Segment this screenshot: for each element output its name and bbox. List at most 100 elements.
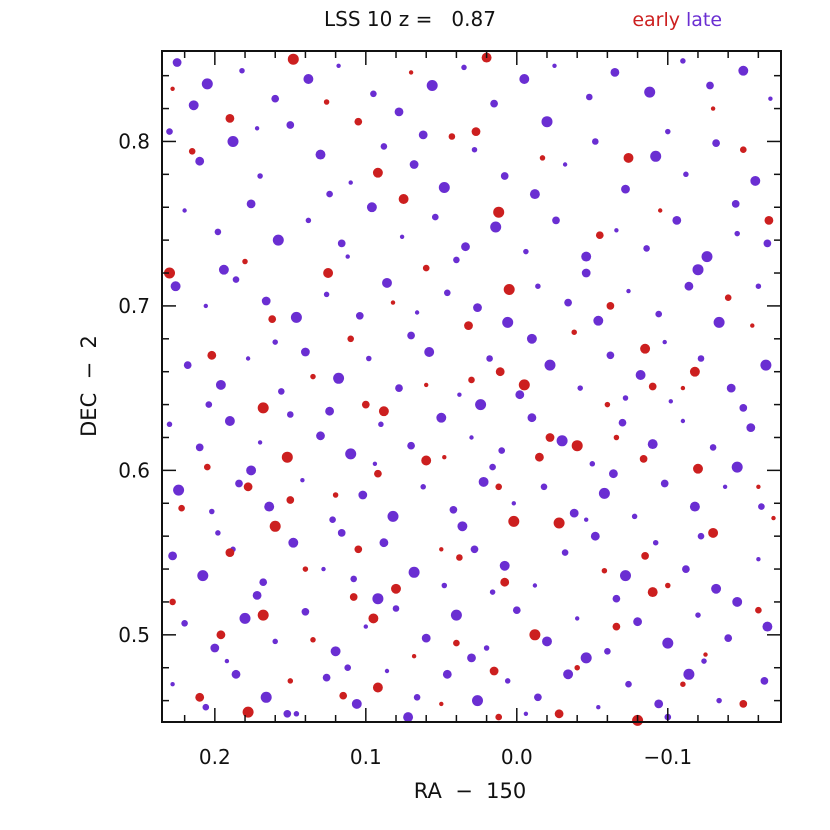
- early-point: [710, 106, 716, 111]
- early-point: [287, 678, 294, 684]
- late-point: [618, 418, 627, 427]
- late-point: [407, 441, 415, 450]
- early-point: [708, 527, 719, 538]
- early-point: [553, 517, 565, 529]
- late-point: [438, 182, 450, 193]
- early-point: [204, 463, 211, 471]
- late-point: [556, 435, 568, 447]
- early-point: [398, 194, 409, 204]
- late-point: [563, 669, 574, 680]
- late-point: [384, 668, 390, 674]
- late-point: [387, 510, 399, 522]
- late-point: [245, 356, 251, 361]
- early-point: [613, 434, 620, 441]
- early-point: [421, 455, 432, 466]
- late-point: [504, 678, 511, 684]
- early-point: [595, 231, 604, 240]
- late-point: [593, 315, 604, 326]
- early-point: [281, 451, 293, 463]
- late-point: [197, 570, 209, 582]
- late-point: [407, 331, 415, 340]
- late-point: [750, 175, 761, 186]
- late-point: [344, 664, 352, 671]
- early-point: [243, 482, 253, 492]
- late-point: [722, 484, 728, 489]
- late-point: [218, 264, 229, 275]
- late-point: [523, 248, 529, 255]
- late-point: [355, 311, 364, 320]
- late-point: [272, 234, 284, 246]
- late-point: [596, 705, 601, 710]
- early-point: [554, 709, 564, 719]
- late-point: [631, 513, 638, 520]
- early-point: [339, 691, 348, 700]
- early-point: [539, 155, 546, 161]
- late-point: [489, 589, 496, 595]
- late-point: [286, 121, 295, 129]
- late-point: [322, 673, 331, 682]
- late-point: [363, 624, 368, 629]
- late-point: [561, 549, 569, 556]
- late-point: [210, 643, 220, 653]
- early-point: [468, 376, 475, 384]
- early-point: [207, 350, 217, 360]
- late-point: [726, 383, 736, 393]
- late-point: [541, 116, 553, 128]
- late-point: [170, 281, 181, 292]
- early-point: [508, 515, 520, 527]
- late-point: [738, 65, 749, 76]
- early-point: [623, 152, 634, 163]
- early-point: [453, 639, 460, 647]
- late-point: [542, 636, 552, 647]
- late-point: [457, 521, 468, 532]
- late-point: [461, 242, 470, 252]
- late-point: [763, 239, 772, 248]
- early-point: [372, 167, 383, 178]
- early-point: [268, 315, 277, 323]
- late-point: [421, 633, 431, 643]
- late-point: [652, 539, 659, 546]
- plot-frame: [161, 50, 782, 723]
- early-point: [724, 294, 732, 302]
- early-point: [368, 613, 379, 624]
- late-point: [348, 180, 353, 185]
- late-point: [457, 392, 462, 397]
- early-point: [354, 545, 363, 554]
- early-point: [323, 99, 330, 105]
- late-point: [337, 529, 346, 537]
- late-point: [606, 351, 615, 360]
- late-point: [644, 86, 656, 98]
- late-point: [660, 479, 669, 488]
- late-point: [271, 94, 280, 103]
- late-point: [523, 711, 529, 716]
- late-point: [278, 388, 285, 395]
- late-point: [478, 476, 489, 487]
- late-point: [293, 711, 300, 717]
- late-point: [351, 698, 362, 709]
- late-point: [581, 251, 592, 262]
- late-point: [372, 593, 384, 605]
- late-point: [287, 411, 294, 418]
- early-point: [693, 463, 703, 474]
- late-point: [382, 277, 392, 288]
- early-point: [391, 583, 401, 594]
- early-point: [257, 402, 269, 414]
- axis-ticks: [162, 51, 781, 722]
- late-point: [584, 517, 589, 522]
- late-point: [441, 582, 448, 589]
- late-point: [290, 311, 302, 323]
- late-point: [716, 697, 722, 704]
- late-point: [315, 149, 326, 160]
- late-point: [695, 612, 701, 618]
- late-point: [680, 58, 686, 64]
- late-point: [272, 339, 278, 345]
- late-point: [316, 431, 325, 441]
- late-point: [471, 146, 478, 153]
- late-point: [239, 612, 251, 624]
- early-point: [604, 401, 611, 408]
- late-point: [231, 669, 241, 679]
- late-point: [534, 693, 542, 702]
- late-point: [532, 583, 538, 588]
- late-point: [372, 461, 378, 466]
- late-point: [689, 501, 700, 512]
